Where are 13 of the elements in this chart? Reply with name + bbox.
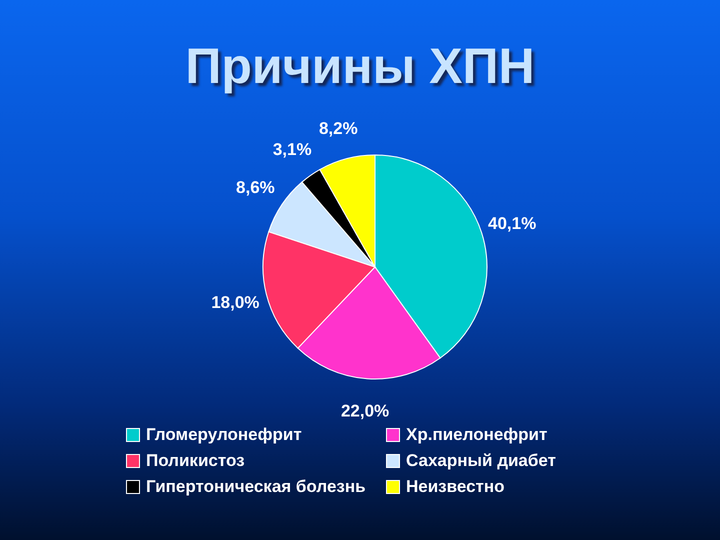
data-label: 18,0% (211, 292, 260, 312)
data-label: 40,1% (488, 213, 536, 232)
legend-label: Поликистоз (146, 451, 245, 471)
chart-title: Причины ХПН (184, 37, 536, 96)
legend-label: Сахарный диабет (406, 451, 556, 471)
data-label: 8,2% (318, 118, 358, 138)
data-label: 22,0% (340, 401, 390, 420)
legend-label: Хр.пиелонефрит (406, 425, 548, 445)
legend-label: Гипертоническая болезнь (146, 477, 366, 497)
data-label: 3,1% (272, 140, 312, 159)
legend-label: Гломерулонефрит (146, 425, 302, 445)
data-label: 8,6% (236, 177, 275, 196)
legend-label: Неизвестно (406, 477, 505, 497)
